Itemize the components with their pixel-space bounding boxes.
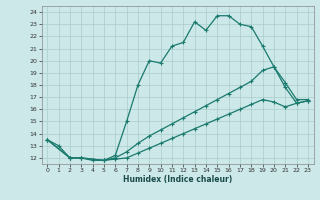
X-axis label: Humidex (Indice chaleur): Humidex (Indice chaleur): [123, 175, 232, 184]
